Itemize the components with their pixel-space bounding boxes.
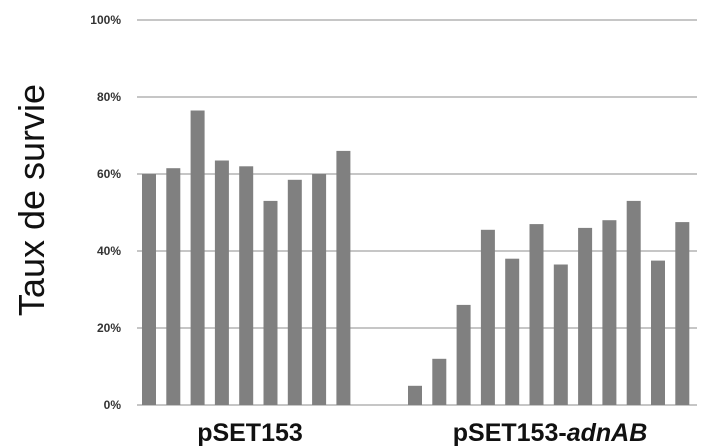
bar-group1-6 — [263, 200, 278, 405]
bar-group1-4 — [214, 160, 229, 405]
bar-group2-11 — [651, 260, 665, 405]
bar-group2-8 — [578, 227, 593, 405]
bar-group2-10 — [626, 200, 641, 405]
y-tick-label: 40% — [97, 244, 121, 258]
bar-group2-5 — [505, 258, 520, 405]
y-tick-labels: 0% 20% 40% 60% 80% 100% — [90, 13, 121, 412]
bar-group2-7 — [553, 264, 568, 405]
bar-group1-9 — [336, 150, 351, 405]
bar-group2-6 — [529, 224, 544, 405]
bar-group2-3 — [456, 304, 471, 405]
group-label-2: pSET153-adnAB — [420, 418, 680, 448]
bar-group1-5 — [239, 166, 254, 405]
bar-group1-7 — [287, 179, 302, 405]
bar-group1-2 — [166, 168, 181, 405]
group-label-1: pSET153 — [160, 418, 340, 448]
y-tick-label: 60% — [97, 167, 121, 181]
bar-group2-4 — [480, 229, 495, 405]
group-label-2-text: pSET153- — [452, 419, 567, 447]
bar-group2-2 — [432, 358, 447, 405]
bar-group2-1 — [408, 385, 422, 406]
y-tick-label: 80% — [97, 90, 121, 104]
group-label-2-suffix: adnAB — [566, 419, 648, 447]
bar-group2-12 — [675, 222, 690, 405]
bar-group1-8 — [312, 174, 327, 405]
group-label-1-text: pSET153 — [197, 419, 303, 447]
bar-group1-3 — [190, 110, 205, 405]
y-axis-label: Taux de survie — [11, 83, 52, 317]
y-tick-label: 0% — [104, 398, 122, 412]
y-tick-label: 20% — [97, 321, 121, 335]
bar-group1-1 — [142, 174, 156, 405]
bar-group2-9 — [602, 220, 617, 405]
y-tick-label: 100% — [90, 13, 121, 27]
bars — [142, 110, 690, 406]
